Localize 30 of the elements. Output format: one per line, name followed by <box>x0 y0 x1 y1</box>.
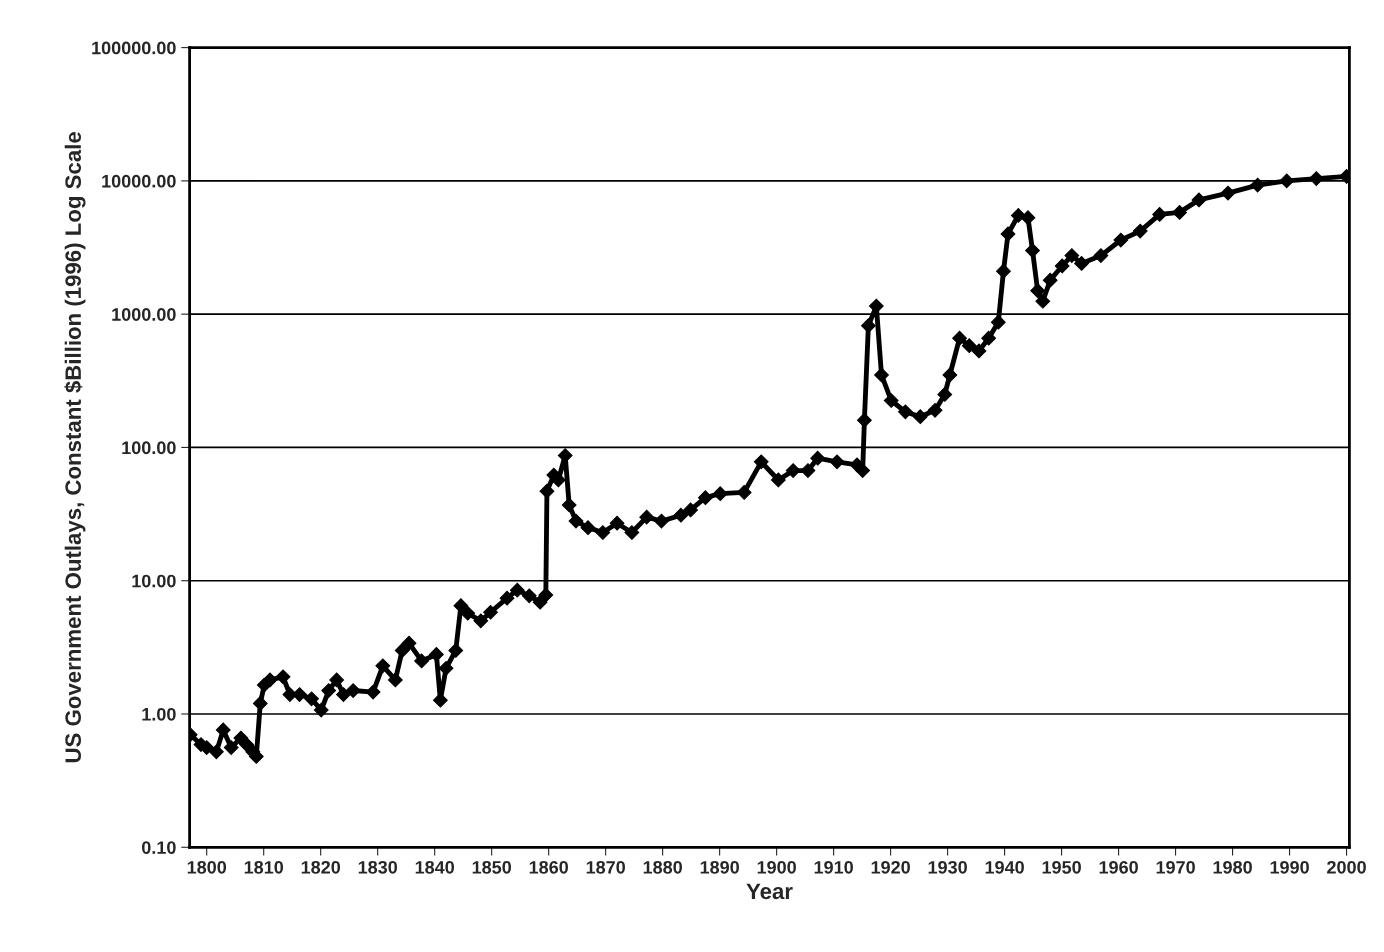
x-tick-label: 1930 <box>928 860 967 874</box>
x-tick-label: 1980 <box>1213 860 1252 874</box>
x-tick-label: 1870 <box>586 860 625 874</box>
x-tick-label: 1960 <box>1099 860 1138 874</box>
x-tick-label: 1810 <box>244 860 284 874</box>
x-tick-label: 1910 <box>814 860 853 874</box>
y-tick-label: 1.00 <box>142 707 176 721</box>
x-tick-label: 1890 <box>700 860 739 874</box>
y-tick-label: 100000.00 <box>92 41 176 55</box>
x-tick-label: 1860 <box>529 860 568 874</box>
y-tick-label: 0.10 <box>141 841 176 854</box>
x-tick-label: 1820 <box>301 860 341 874</box>
x-tick-label: 2000 <box>1327 860 1366 874</box>
x-tick-label: 1950 <box>1042 860 1081 874</box>
y-axis-title: US Government Outlays, Constant $Billion (1996) Log Scale <box>64 132 86 763</box>
x-tick-label: 1840 <box>415 860 455 874</box>
x-tick-label: 1920 <box>871 860 910 874</box>
x-axis-title: Year <box>746 883 793 900</box>
x-tick-label: 1900 <box>757 860 796 874</box>
x-tick-label: 1970 <box>1156 860 1195 874</box>
x-tick-label: 1940 <box>985 860 1024 874</box>
x-tick-label: 1800 <box>187 860 227 874</box>
x-tick-label: 1830 <box>358 860 398 874</box>
x-tick-label: 1880 <box>643 860 682 874</box>
x-tick-label: 1990 <box>1270 860 1309 874</box>
y-tick-label: 10.00 <box>132 574 176 588</box>
y-tick-label: 100.00 <box>122 441 176 455</box>
x-tick-label: 1850 <box>472 860 512 874</box>
y-tick-label: 1000.00 <box>112 308 176 321</box>
y-tick-label: 10000.00 <box>102 174 176 188</box>
